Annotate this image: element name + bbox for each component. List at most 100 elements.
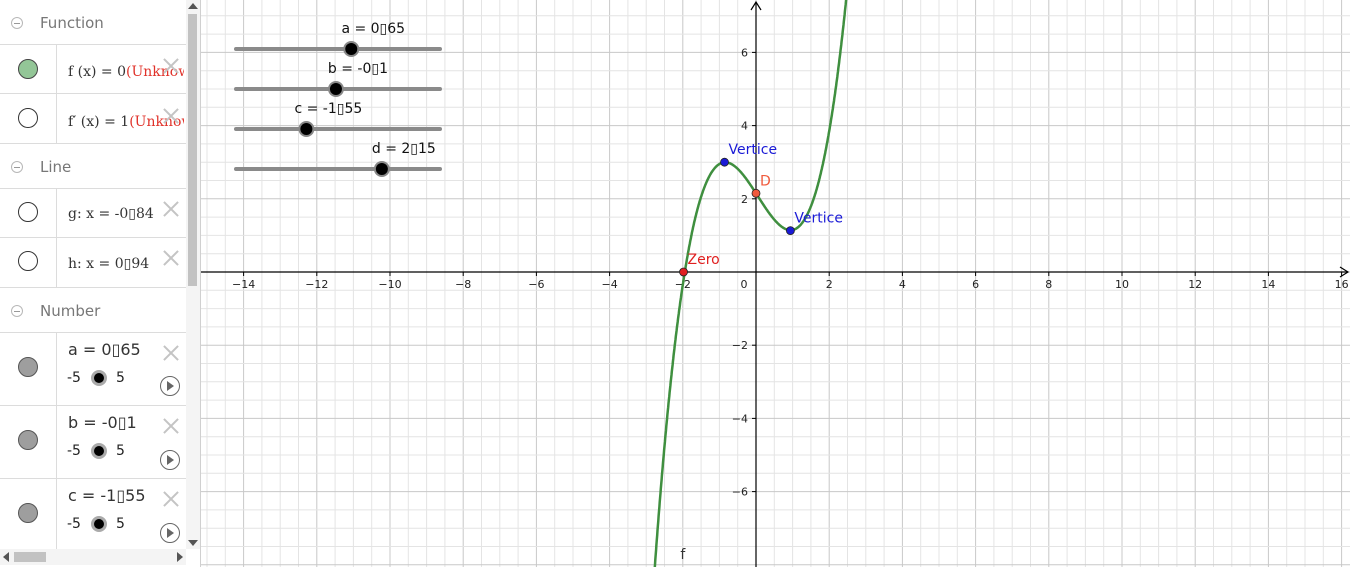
algebra-item-f[interactable]: f (x) = 0(Unknown [0,45,186,94]
x-tick-label: 12 [1188,278,1202,291]
algebra-view: Function f (x) = 0(Unknown f′ (x) = 1(Un… [0,0,201,567]
point-label: D [760,173,771,189]
category-label: Function [40,14,104,32]
x-axis-arrow [1339,266,1350,278]
x-tick-label: 8 [1045,278,1052,291]
collapse-icon[interactable] [11,161,23,173]
algebra-item-a[interactable]: a = 0▯65 -5 5 [0,333,186,406]
visibility-toggle[interactable] [18,251,38,271]
x-tick-label: 14 [1261,278,1275,291]
delete-icon[interactable] [162,200,180,218]
mini-slider-handle[interactable] [91,516,107,532]
slider-handle[interactable] [300,123,313,135]
x-tick-label: 10 [1115,278,1129,291]
scroll-thumb[interactable] [188,14,197,286]
y-tick-label: 2 [741,193,748,206]
play-icon[interactable] [160,523,180,543]
visibility-toggle[interactable] [18,59,38,79]
mini-slider-handle[interactable] [91,443,107,459]
y-tick-label: 6 [741,46,748,59]
scroll-right-icon[interactable] [177,552,183,562]
function-definition[interactable]: f′ (x) = 1(Unknown [68,114,184,130]
delete-icon[interactable] [162,249,180,267]
slider-min: -5 [67,443,81,459]
y-tick-label: −4 [732,412,748,425]
graphics-canvas[interactable]: −14 −12 −10 −8 −6 −4 −2 0 2 4 6 8 10 12 14 16−6−4−2246 … [201,0,1350,567]
algebra-item-g[interactable]: g: x = -0▯84 [0,189,186,238]
slider-label: a = 0▯65 [341,21,405,37]
collapse-icon[interactable] [11,305,23,317]
play-icon[interactable] [160,450,180,470]
category-label: Number [40,302,101,320]
delete-icon[interactable] [162,344,180,362]
number-definition[interactable]: b = -0▯1 [68,413,137,432]
delete-icon[interactable] [162,490,180,508]
visibility-toggle[interactable] [18,108,38,128]
slider-min: -5 [67,516,81,532]
line-definition[interactable]: g: x = -0▯84 [68,206,154,222]
algebra-item-h[interactable]: h: x = 0▯94 [0,238,186,288]
algebra-item-f-prime[interactable]: f′ (x) = 1(Unknown [0,94,186,144]
visibility-toggle[interactable] [18,202,38,222]
category-label: Line [40,158,72,176]
point-vertice[interactable] [720,157,729,167]
slider-label: c = -1▯55 [294,101,362,117]
algebra-item-b[interactable]: b = -0▯1 -5 5 [0,406,186,479]
point-label: Vertice [729,142,778,158]
slider-label: d = 2▯15 [372,141,436,157]
category-number[interactable]: Number [0,288,186,333]
x-tick-label: −14 [232,278,255,291]
x-tick-label: 16 [1335,278,1349,291]
delete-icon[interactable] [162,57,180,75]
x-tick-label: 2 [826,278,833,291]
play-icon[interactable] [160,376,180,396]
slider-max: 5 [116,443,125,459]
y-tick-label: −2 [732,339,748,352]
point-label: Vertice [794,211,843,227]
x-tick-label: −4 [601,278,617,291]
x-tick-label: −6 [528,278,544,291]
curve-label: f [680,547,686,563]
slider-min: -5 [67,370,81,386]
slider-max: 5 [116,370,125,386]
number-definition[interactable]: c = -1▯55 [68,486,146,505]
y-tick-label: 4 [741,120,748,133]
delete-icon[interactable] [162,107,180,125]
point-zero[interactable] [679,267,688,277]
visibility-toggle[interactable] [18,503,38,523]
point-label: Zero [688,252,720,268]
y-axis-arrow [750,0,762,11]
graphics-view[interactable]: −14 −12 −10 −8 −6 −4 −2 0 2 4 6 8 10 12 14 16 −6 −4 −2 2 4 6 … [201,0,1350,567]
collapse-icon[interactable] [11,17,23,29]
visibility-toggle[interactable] [18,430,38,450]
x-tick-label: 0 [741,278,748,291]
scroll-thumb[interactable] [14,552,46,562]
line-definition[interactable]: h: x = 0▯94 [68,256,150,272]
y-tick-label: −6 [732,486,748,499]
x-tick-label: −8 [455,278,471,291]
algebra-list: Function f (x) = 0(Unknown f′ (x) = 1(Un… [0,0,186,549]
slider-handle[interactable] [375,163,388,175]
slider-handle[interactable] [329,83,342,95]
point-d[interactable] [751,188,761,198]
scroll-left-icon[interactable] [3,552,9,562]
x-tick-label: 6 [972,278,979,291]
category-line[interactable]: Line [0,144,186,189]
function-curve-f[interactable] [653,0,848,567]
delete-icon[interactable] [162,417,180,435]
scroll-down-icon[interactable] [188,540,198,546]
slider-handle[interactable] [345,43,358,55]
scroll-up-icon[interactable] [188,3,198,9]
mini-slider-handle[interactable] [91,370,107,386]
number-definition[interactable]: a = 0▯65 [68,340,141,359]
visibility-toggle[interactable] [18,357,38,377]
algebra-item-c[interactable]: c = -1▯55 -5 5 [0,479,186,549]
x-tick-label: 4 [899,278,906,291]
slider-max: 5 [116,516,125,532]
category-function[interactable]: Function [0,0,186,45]
horizontal-scrollbar[interactable] [0,549,186,565]
vertical-scrollbar[interactable] [186,0,200,549]
x-tick-label: −12 [305,278,328,291]
point-vertice[interactable] [786,226,795,236]
